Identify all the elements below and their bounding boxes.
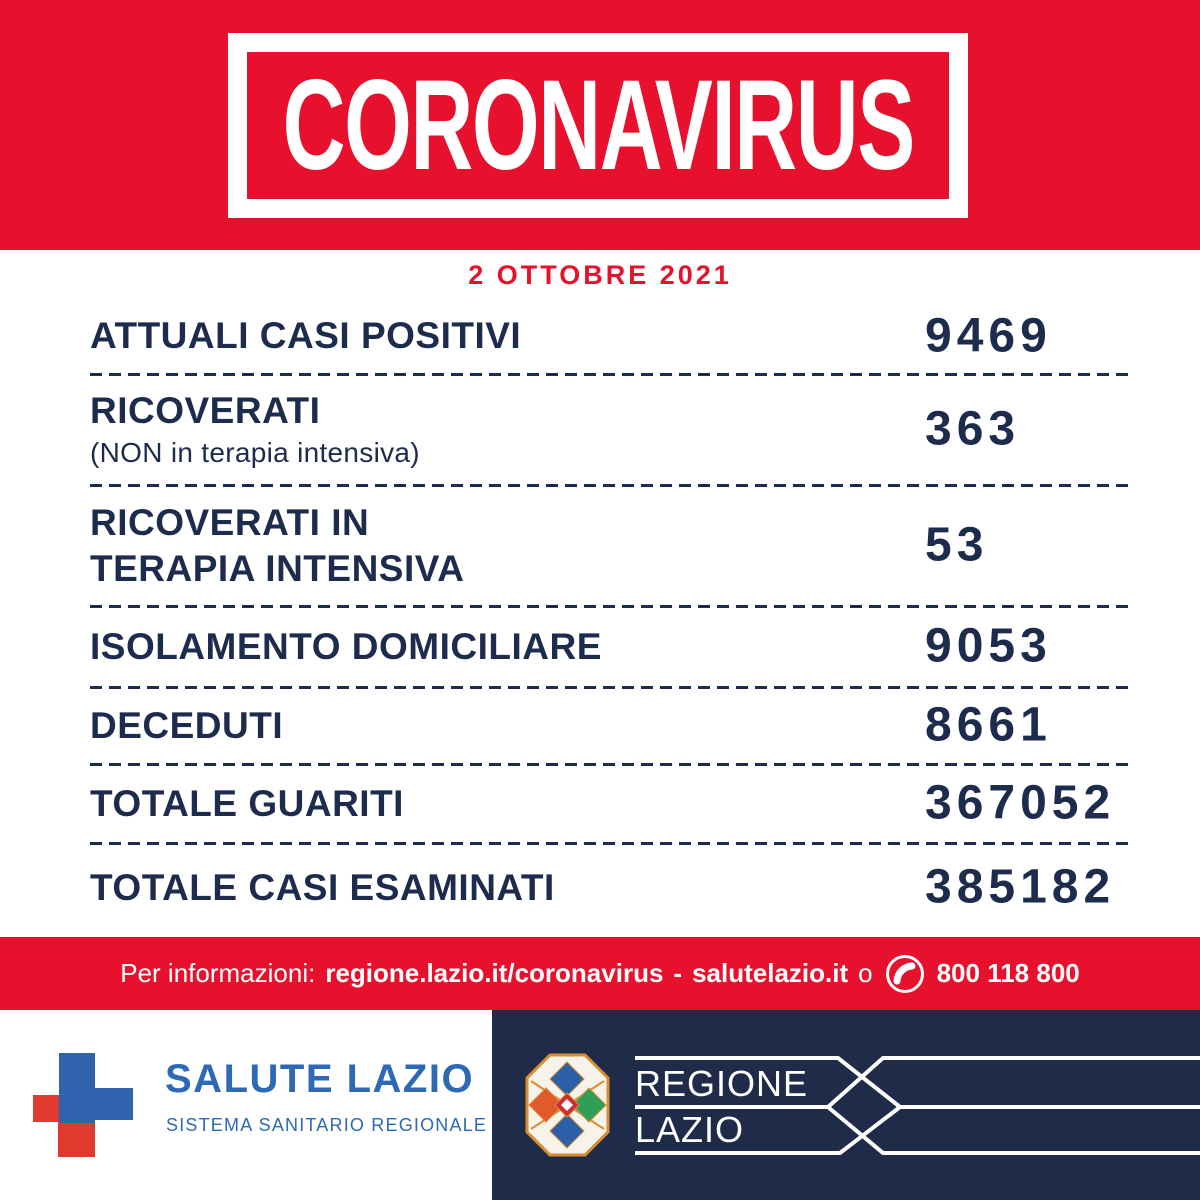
salute-lazio-name: SALUTE LAZIO bbox=[165, 1057, 475, 1101]
info-url-primary[interactable]: regione.lazio.it/coronavirus bbox=[325, 958, 664, 988]
lazio-label: LAZIO bbox=[635, 1109, 745, 1150]
row-label: TOTALE CASI ESAMINATI bbox=[90, 866, 555, 908]
table-row: TOTALE GUARITI 367052 bbox=[90, 766, 1135, 842]
row-label: ATTUALI CASI POSITIVI bbox=[90, 315, 522, 357]
salute-lazio-tagline: SISTEMA SANITARIO REGIONALE bbox=[166, 1115, 488, 1135]
dashed-divider bbox=[90, 763, 1135, 766]
lazio-coat-of-arms-icon bbox=[525, 1053, 610, 1157]
stats-table: ATTUALI CASI POSITIVI 9469 RICOVERATI (N… bbox=[90, 300, 1135, 931]
poster-title: CORONAVIRUS bbox=[282, 53, 915, 197]
dashed-divider bbox=[90, 686, 1135, 689]
row-label-line1: RICOVERATI IN bbox=[90, 501, 370, 543]
dashed-divider bbox=[90, 605, 1135, 608]
table-row: RICOVERATI IN TERAPIA INTENSIVA 53 bbox=[90, 487, 1135, 605]
info-bar: Per informazioni: regione.lazio.it/coron… bbox=[0, 937, 1200, 1010]
row-label: ISOLAMENTO DOMICILIARE bbox=[90, 625, 602, 667]
report-date: 2 OTTOBRE 2021 bbox=[468, 260, 732, 290]
dashed-divider bbox=[90, 373, 1135, 376]
row-value: 363 bbox=[925, 402, 1021, 456]
row-label-group: RICOVERATI (NON in terapia intensiva) bbox=[90, 390, 420, 469]
info-url-separator: - bbox=[673, 958, 683, 988]
salute-lazio-panel: SALUTE LAZIO SISTEMA SANITARIO REGIONALE bbox=[0, 1010, 492, 1200]
row-value: 367052 bbox=[925, 776, 1116, 830]
table-row: DECEDUTI 8661 bbox=[90, 689, 1135, 763]
row-label-line2: TERAPIA INTENSIVA bbox=[90, 548, 465, 589]
row-label: DECEDUTI bbox=[90, 704, 284, 746]
info-conjunction: o bbox=[858, 958, 873, 988]
dashed-divider bbox=[90, 842, 1135, 845]
info-url-secondary[interactable]: salutelazio.it bbox=[692, 958, 849, 988]
logo-lines bbox=[635, 1056, 1200, 1155]
double-cross-icon bbox=[33, 1053, 133, 1157]
row-label: RICOVERATI bbox=[90, 390, 321, 432]
info-prefix: Per informazioni: bbox=[120, 958, 316, 988]
row-label: TOTALE GUARITI bbox=[90, 782, 404, 824]
title-box: CORONAVIRUS bbox=[228, 33, 968, 218]
row-value: 385182 bbox=[925, 860, 1116, 914]
row-label: RICOVERATI IN TERAPIA INTENSIVA bbox=[90, 500, 464, 593]
table-row: TOTALE CASI ESAMINATI 385182 bbox=[90, 845, 1135, 931]
header-band: CORONAVIRUS bbox=[0, 0, 1200, 250]
table-row: ISOLAMENTO DOMICILIARE 9053 bbox=[90, 608, 1135, 686]
regione-lazio-panel: REGIONE LAZIO bbox=[492, 1010, 1200, 1200]
phone-number: 800 118 800 bbox=[936, 958, 1080, 988]
dashed-divider bbox=[90, 484, 1135, 487]
row-sublabel: (NON in terapia intensiva) bbox=[90, 436, 420, 468]
row-value: 8661 bbox=[925, 698, 1052, 752]
row-value: 9469 bbox=[925, 308, 1052, 362]
row-value: 9053 bbox=[925, 619, 1052, 673]
row-value: 53 bbox=[925, 518, 989, 572]
phone-icon bbox=[885, 954, 924, 993]
table-row: RICOVERATI (NON in terapia intensiva) 36… bbox=[90, 376, 1135, 484]
table-row: ATTUALI CASI POSITIVI 9469 bbox=[90, 300, 1135, 373]
regione-label: REGIONE bbox=[635, 1063, 809, 1104]
regione-lazio-logo bbox=[525, 1053, 1200, 1157]
